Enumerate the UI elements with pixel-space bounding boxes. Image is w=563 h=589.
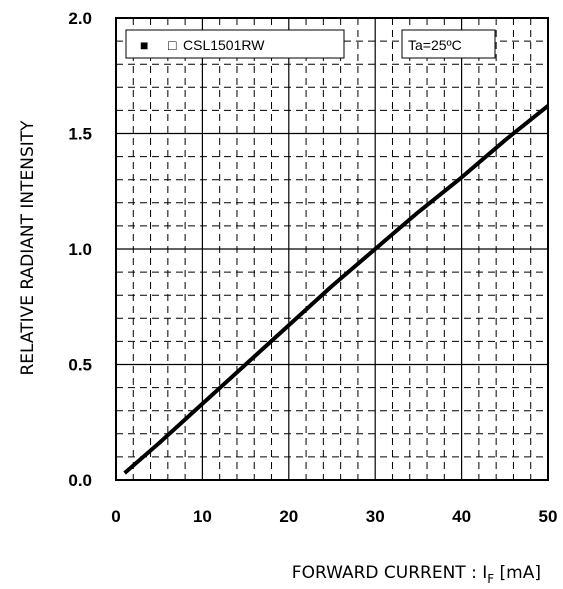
y-tick-labels: 0.0 0.5 1.0 1.5 2.0 — [68, 9, 92, 490]
y-axis-title: RELATIVE RADIANT INTENSITY — [18, 120, 38, 376]
x-tick-label: 50 — [539, 507, 558, 526]
legend-filled-marker: ■ — [140, 37, 148, 53]
x-tick-label: 20 — [279, 507, 298, 526]
x-axis-title-unit: [mA] — [494, 563, 541, 583]
series-layer — [123, 104, 550, 475]
y-tick-label: 0.5 — [68, 356, 92, 375]
x-axis-title-subscript: F — [487, 572, 494, 586]
x-tick-label: 0 — [111, 507, 120, 526]
x-tick-label: 40 — [452, 507, 471, 526]
plot-frame — [115, 17, 549, 481]
legend-label: CSL1501RW — [183, 37, 265, 53]
temperature-annotation: Ta=25ºC — [401, 29, 496, 59]
y-tick-label: 1.0 — [68, 240, 92, 259]
legend: ■ □ CSL1501RW — [125, 29, 345, 59]
grid — [116, 18, 548, 480]
x-tick-label: 30 — [366, 507, 385, 526]
y-tick-label: 1.5 — [68, 125, 92, 144]
x-axis-title: FORWARD CURRENT : IF [mA] — [292, 563, 541, 586]
y-tick-label: 0.0 — [68, 471, 92, 490]
x-tick-labels: 0 10 20 30 40 50 — [111, 507, 557, 526]
y-tick-label: 2.0 — [68, 9, 92, 28]
series-line — [123, 104, 550, 475]
legend-box — [125, 29, 345, 59]
legend-open-marker: □ — [168, 37, 177, 53]
x-tick-label: 10 — [193, 507, 212, 526]
annotation-text: Ta=25ºC — [408, 37, 462, 53]
annotation-box — [401, 29, 496, 59]
x-axis-title-main: FORWARD CURRENT : I — [292, 563, 487, 583]
